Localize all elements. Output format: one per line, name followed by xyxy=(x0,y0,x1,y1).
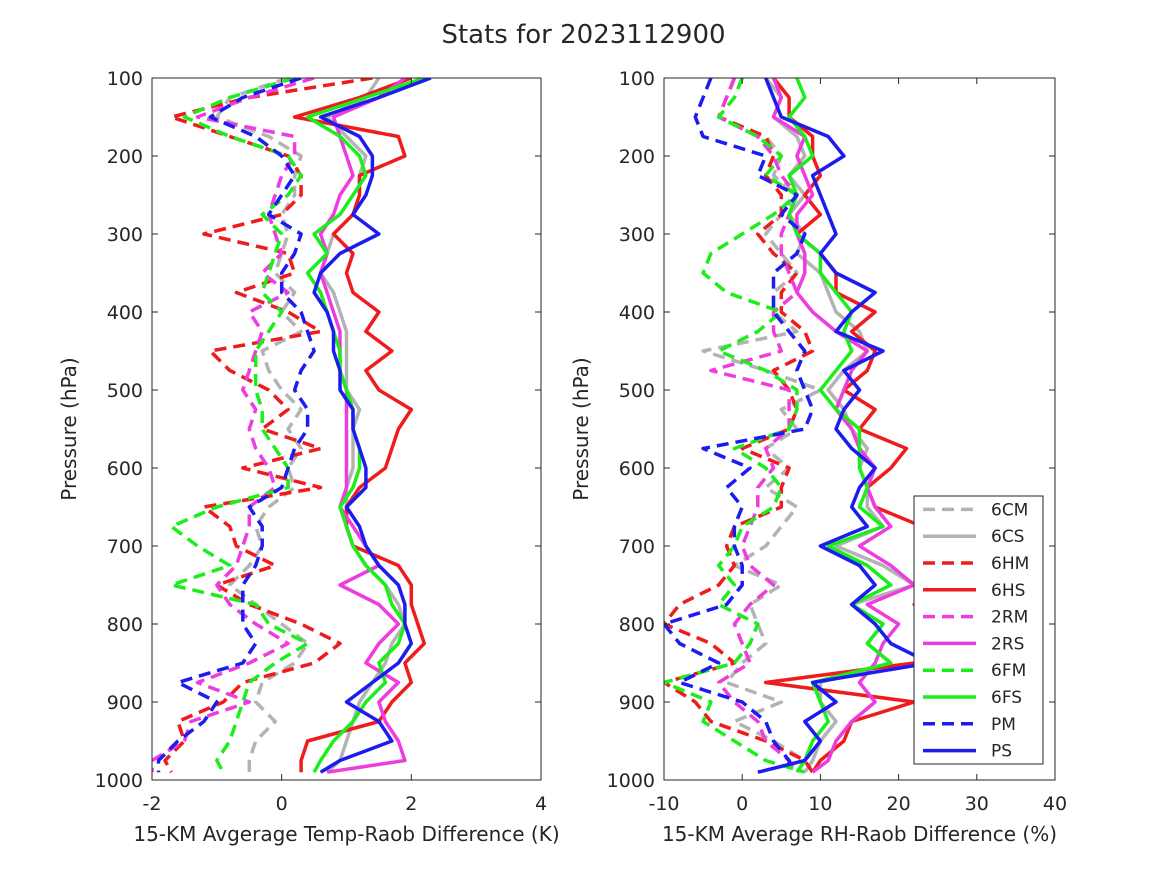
y-tick-label: 1000 xyxy=(95,770,143,792)
y-axis-label: Pressure (hPa) xyxy=(569,357,593,500)
y-tick-label: 200 xyxy=(107,146,143,168)
x-tick-label: 0 xyxy=(276,793,288,815)
y-tick-label: 500 xyxy=(107,380,143,402)
x-tick-label: 40 xyxy=(1043,793,1067,815)
series-line-6cm xyxy=(215,78,310,773)
legend-label-ps: PS xyxy=(991,742,1012,762)
y-tick-label: 800 xyxy=(619,614,655,636)
y-tick-label: 400 xyxy=(107,302,143,324)
series-line-6hm xyxy=(163,78,373,774)
figure-title: Stats for 2023112900 xyxy=(441,20,726,50)
y-tick-label: 900 xyxy=(107,692,143,714)
y-tick-label: 300 xyxy=(619,224,655,246)
series-line-6hs xyxy=(292,78,427,773)
legend-label-6fm: 6FM xyxy=(991,661,1026,681)
x-tick-label: 2 xyxy=(405,793,417,815)
series-line-ps xyxy=(312,78,432,774)
legend-label-2rs: 2RS xyxy=(991,634,1024,654)
y-axis-label: Pressure (hPa) xyxy=(57,357,81,500)
x-tick-label: 0 xyxy=(736,793,748,815)
x-axis-label: 15-KM Average RH-Raob Difference (%) xyxy=(662,822,1057,846)
y-tick-label: 700 xyxy=(619,536,655,558)
x-axis-label: 15-KM Avgerage Temp-Raob Difference (K) xyxy=(133,822,559,846)
temp-difference-panel: -2 0 2 4 100 200 300 400 500 600 700 800 900 1000 15-K… xyxy=(57,68,560,846)
series-line-2rm xyxy=(152,78,315,773)
x-tick-label: 4 xyxy=(535,793,547,815)
y-tick-label: 400 xyxy=(619,302,655,324)
series-line-pm xyxy=(664,78,815,773)
y-tick-label: 700 xyxy=(107,536,143,558)
y-tick-label: 600 xyxy=(107,458,143,480)
rh-difference-panel: -10 0 10 20 30 40 100 200 300 400 500 600 700 800 900 1… xyxy=(569,68,1067,846)
series-line-2rs xyxy=(318,78,407,774)
y-tick-label: 600 xyxy=(619,458,655,480)
legend-label-2rm: 2RM xyxy=(991,608,1028,628)
legend-label-6cm: 6CM xyxy=(991,500,1028,520)
legend-label-6hs: 6HS xyxy=(991,581,1025,601)
series-line-pm xyxy=(156,78,316,773)
series-group xyxy=(152,78,432,774)
x-tick-label: 10 xyxy=(808,793,832,815)
y-tick-label: 100 xyxy=(619,68,655,90)
legend: 6CM 6CS 6HM 6HS 2RM 2RS 6FM 6FS PM PS xyxy=(913,495,1044,765)
x-tick-label: 20 xyxy=(887,793,911,815)
axes-box xyxy=(663,77,1056,781)
y-tick-label: 100 xyxy=(107,68,143,90)
legend-label-6fs: 6FS xyxy=(991,688,1022,708)
series-line-6fm xyxy=(169,78,310,774)
y-tick-label: 1000 xyxy=(607,770,655,792)
x-tick-label: 30 xyxy=(965,793,989,815)
series-line-2rs xyxy=(771,78,916,774)
legend-box xyxy=(913,495,1044,765)
y-tick-label: 200 xyxy=(619,146,655,168)
y-tick-label: 300 xyxy=(107,224,143,246)
series-group xyxy=(664,78,963,774)
legend-label-6cs: 6CS xyxy=(991,527,1024,547)
legend-label-pm: PM xyxy=(991,715,1016,735)
x-tick-label: -2 xyxy=(143,793,162,815)
axes-box xyxy=(151,77,542,781)
y-tick-label: 900 xyxy=(619,692,655,714)
x-tick-label: -10 xyxy=(648,793,679,815)
legend-label-6hm: 6HM xyxy=(991,554,1029,574)
y-tick-label: 800 xyxy=(107,614,143,636)
y-tick-label: 500 xyxy=(619,380,655,402)
